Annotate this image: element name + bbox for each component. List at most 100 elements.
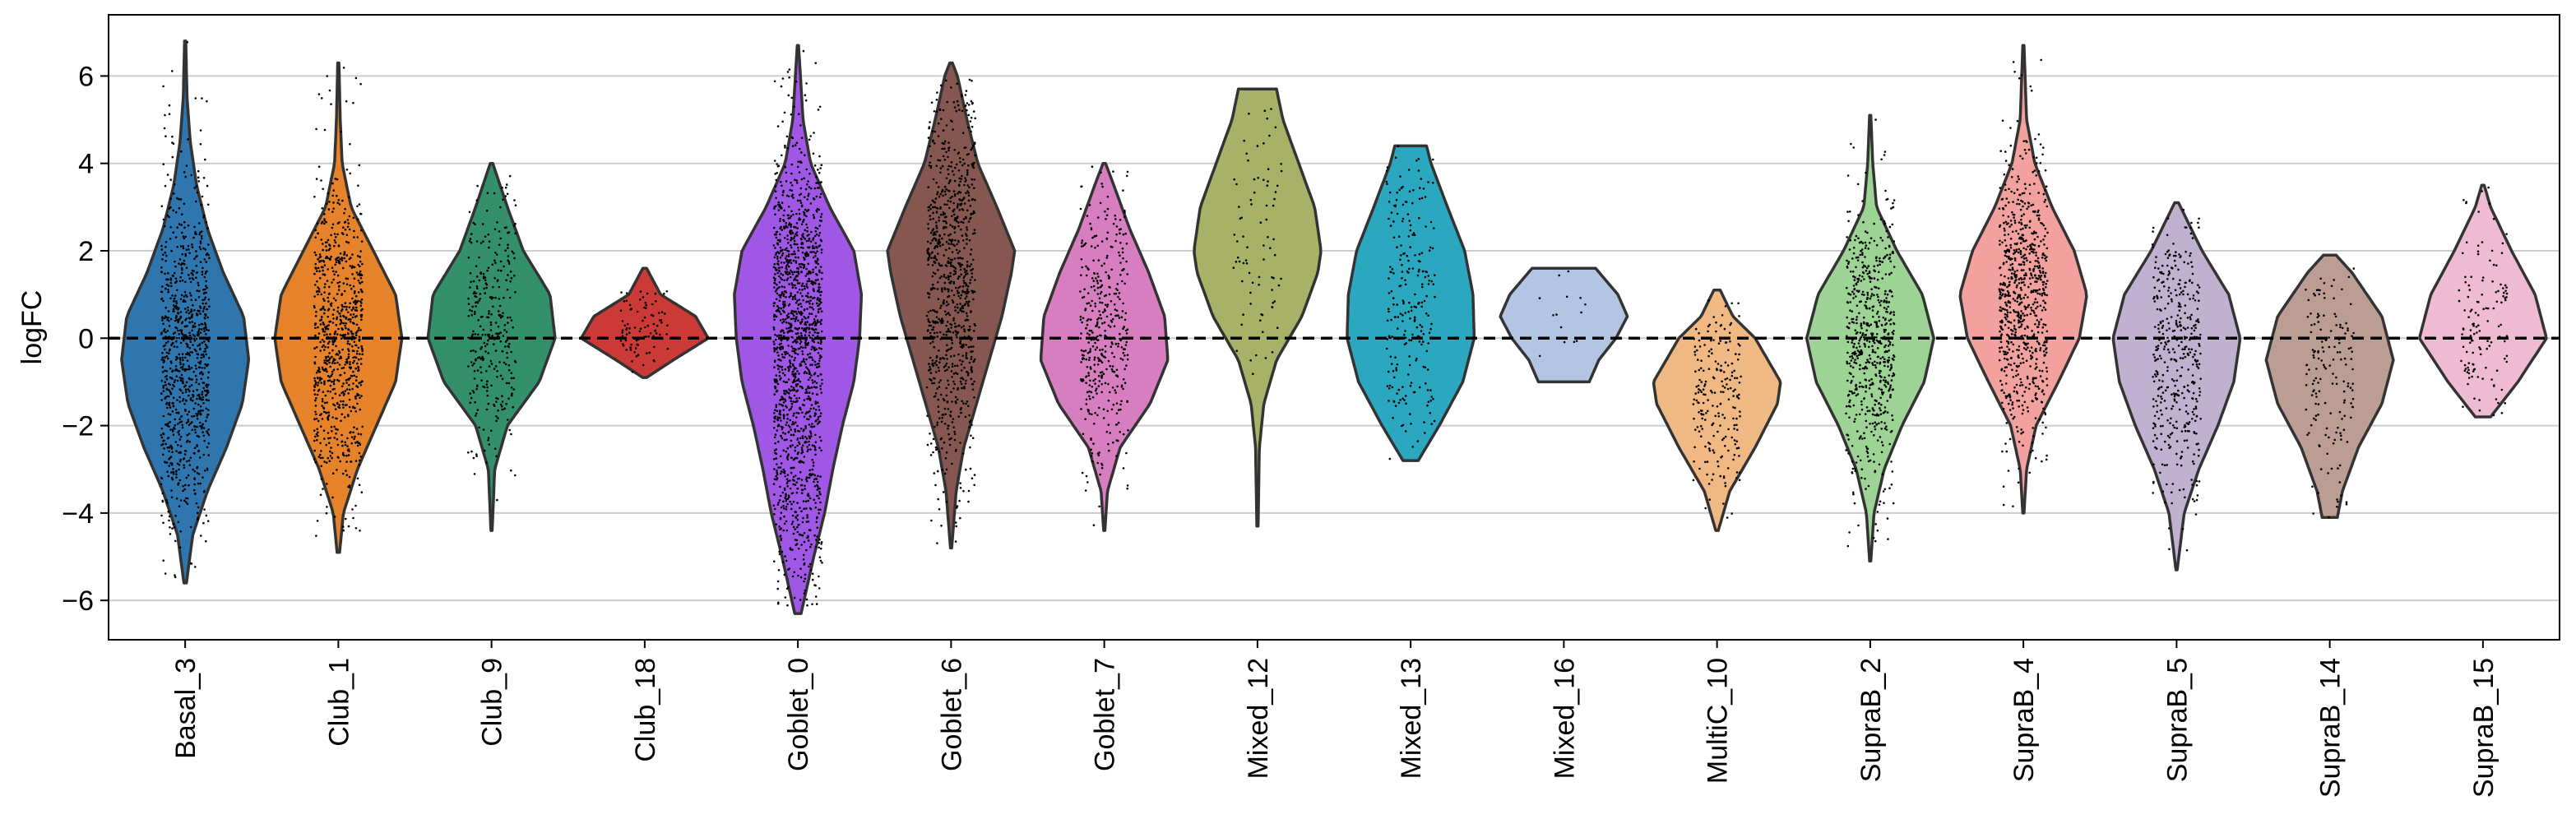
data-point — [163, 317, 166, 320]
data-point — [330, 103, 332, 105]
data-point — [656, 324, 659, 327]
data-point — [322, 456, 324, 460]
data-point — [199, 231, 202, 234]
data-point — [781, 355, 784, 359]
data-point — [793, 412, 795, 415]
data-point — [1082, 244, 1085, 248]
data-point — [799, 124, 802, 127]
data-point — [1095, 277, 1097, 280]
data-point — [799, 332, 803, 335]
data-point — [327, 415, 330, 419]
data-point — [482, 240, 484, 243]
data-point — [323, 334, 326, 336]
data-point — [787, 316, 790, 318]
data-point — [776, 257, 779, 260]
data-point — [322, 407, 326, 410]
data-point — [174, 319, 177, 322]
data-point — [333, 273, 336, 276]
data-point — [934, 362, 937, 364]
data-point — [813, 164, 817, 167]
data-point — [936, 244, 938, 248]
data-point — [182, 363, 185, 366]
data-point — [1100, 462, 1103, 465]
data-point — [818, 575, 820, 578]
data-point — [351, 349, 354, 352]
data-point — [803, 196, 806, 198]
data-point — [818, 539, 821, 541]
data-point — [341, 305, 344, 308]
data-point — [1089, 379, 1091, 382]
data-point — [1093, 289, 1096, 292]
data-point — [943, 441, 946, 444]
data-point — [634, 347, 637, 349]
data-point — [1101, 322, 1104, 325]
data-point — [207, 399, 211, 402]
data-point — [807, 209, 809, 212]
data-point — [950, 370, 953, 373]
data-point — [326, 506, 328, 508]
data-point — [341, 472, 345, 475]
data-point — [202, 289, 205, 291]
data-point — [961, 109, 964, 113]
data-point — [960, 178, 963, 180]
data-point — [947, 330, 951, 333]
data-point — [974, 279, 976, 281]
data-point — [1118, 251, 1120, 254]
data-point — [789, 360, 791, 363]
data-point — [1105, 315, 1109, 318]
data-point — [972, 164, 975, 167]
data-point — [334, 330, 337, 333]
data-point — [315, 310, 317, 313]
data-point — [357, 329, 360, 331]
data-point — [782, 294, 785, 298]
data-point — [808, 246, 811, 248]
data-point — [820, 277, 823, 280]
data-point — [188, 331, 191, 335]
data-point — [1104, 350, 1107, 353]
data-point — [180, 263, 183, 266]
data-point — [931, 264, 934, 266]
data-point — [933, 345, 935, 349]
data-point — [326, 483, 328, 485]
data-point — [200, 203, 202, 206]
data-point — [782, 500, 785, 503]
data-point — [778, 550, 781, 553]
data-point — [1120, 346, 1124, 349]
data-point — [789, 548, 792, 551]
data-point — [799, 292, 802, 294]
data-point — [349, 172, 352, 175]
data-point — [327, 324, 331, 326]
data-point — [187, 420, 189, 423]
data-point — [191, 316, 193, 319]
data-point — [782, 306, 785, 309]
data-point — [806, 294, 808, 298]
data-point — [1086, 319, 1089, 322]
data-point — [188, 377, 191, 380]
data-point — [507, 368, 511, 372]
data-point — [960, 228, 962, 231]
data-point — [942, 414, 945, 416]
data-point — [801, 353, 804, 356]
data-point — [652, 335, 655, 338]
data-point — [783, 390, 785, 392]
data-point — [959, 264, 961, 266]
data-point — [814, 402, 817, 405]
data-point — [202, 427, 206, 429]
data-point — [1080, 258, 1083, 261]
data-point — [481, 333, 484, 336]
data-point — [818, 497, 820, 500]
data-point — [942, 320, 944, 322]
data-point — [512, 252, 515, 255]
data-point — [938, 159, 942, 162]
data-point — [171, 478, 174, 481]
data-point — [971, 272, 973, 275]
data-point — [786, 71, 790, 73]
data-point — [1085, 474, 1088, 478]
data-point — [494, 252, 497, 254]
data-point — [947, 182, 950, 185]
data-point — [804, 484, 806, 487]
data-point — [954, 166, 957, 169]
data-point — [1096, 272, 1099, 275]
data-point — [780, 261, 783, 264]
data-point — [328, 340, 331, 343]
